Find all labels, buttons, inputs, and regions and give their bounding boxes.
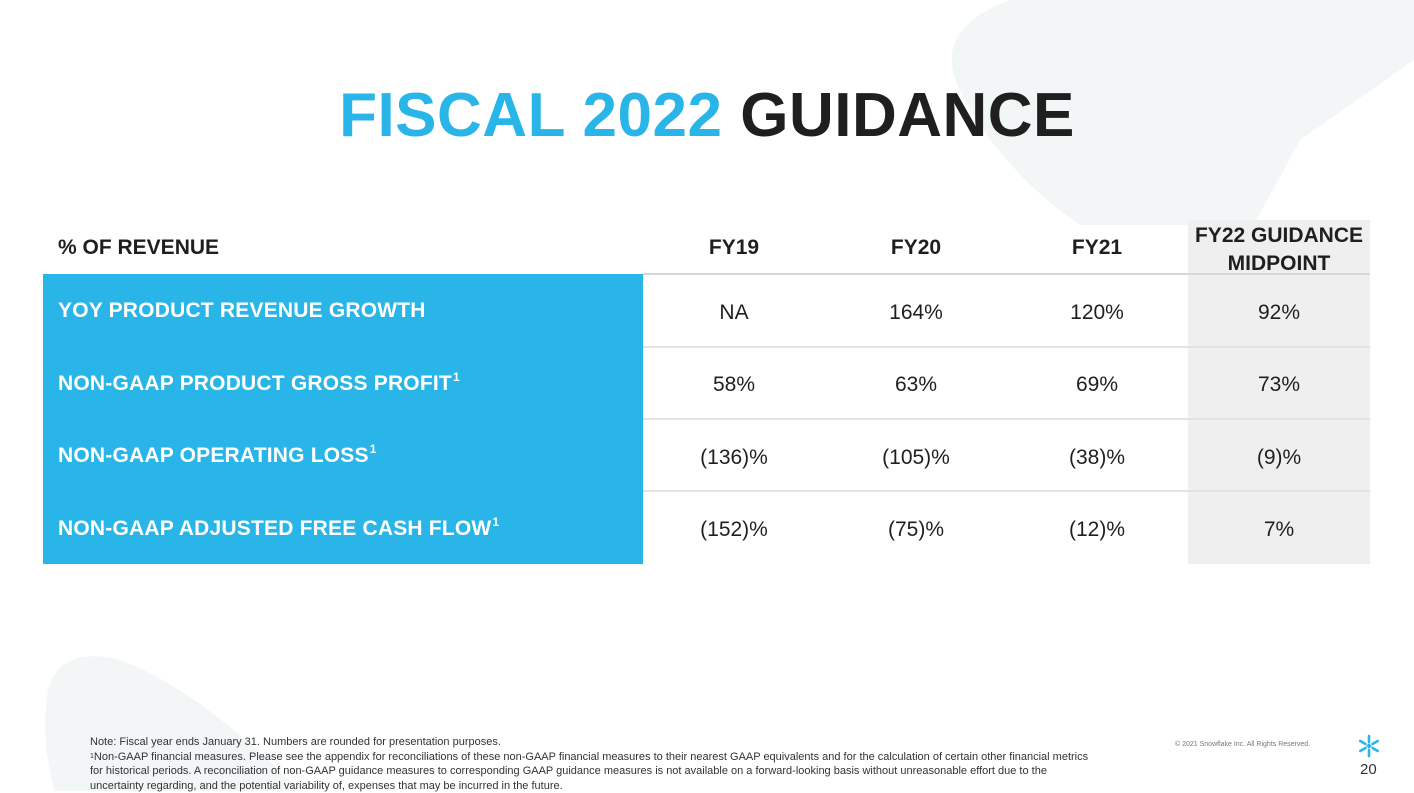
row-label-non-gaap-adjusted-free-cash-flow: NON-GAAP ADJUSTED FREE CASH FLOW1 [58,517,499,541]
footnote-block: Note: Fiscal year ends January 31. Numbe… [90,735,1090,793]
table-header-divider [643,273,1370,275]
non-gaap-footnote: 1Non-GAAP financial measures. Please see… [90,750,1090,793]
table-cell: (75)% [826,518,1006,542]
snowflake-logo-icon [1357,734,1381,758]
row-label-non-gaap-operating-loss: NON-GAAP OPERATING LOSS1 [58,444,377,468]
copyright-text: © 2021 Snowflake Inc. All Rights Reserve… [1175,741,1310,748]
footnote-marker: 1 [370,442,377,456]
table-cell: (152)% [644,518,824,542]
table-cell: 164% [826,301,1006,325]
slide-title: FISCAL 2022 GUIDANCE [0,80,1414,151]
table-cell: 92% [1189,301,1369,325]
fiscal-year-note: Note: Fiscal year ends January 31. Numbe… [90,735,1090,750]
footnote-marker: 1 [453,370,460,384]
row-divider [643,418,1370,420]
table-cell: 69% [1007,373,1187,397]
table-cell: (136)% [644,446,824,470]
table-cell: 7% [1189,518,1369,542]
table-cell: (105)% [826,446,1006,470]
title-accent: FISCAL 2022 [339,81,722,150]
row-label-non-gaap-product-gross-profit: NON-GAAP PRODUCT GROSS PROFIT1 [58,372,460,396]
table-cell: 63% [826,373,1006,397]
title-rest: GUIDANCE [740,81,1075,150]
page-number: 20 [1360,761,1377,778]
column-header-fy22-guidance: FY22 GUIDANCE MIDPOINT [1188,222,1370,278]
table-cell: 73% [1189,373,1369,397]
table-cell: 120% [1007,301,1187,325]
table-cell: (9)% [1189,446,1369,470]
column-header-fy21: FY21 [1007,236,1187,260]
table-cell: 58% [644,373,824,397]
table-cell: (12)% [1007,518,1187,542]
row-divider [643,490,1370,492]
row-header-label: % OF REVENUE [58,236,219,260]
row-label-yoy-product-revenue-growth: YOY PRODUCT REVENUE GROWTH [58,299,427,323]
column-header-fy20: FY20 [826,236,1006,260]
table-cell: (38)% [1007,446,1187,470]
footnote-marker: 1 [492,515,499,529]
table-cell: NA [644,301,824,325]
column-header-fy19: FY19 [644,236,824,260]
row-divider [643,346,1370,348]
